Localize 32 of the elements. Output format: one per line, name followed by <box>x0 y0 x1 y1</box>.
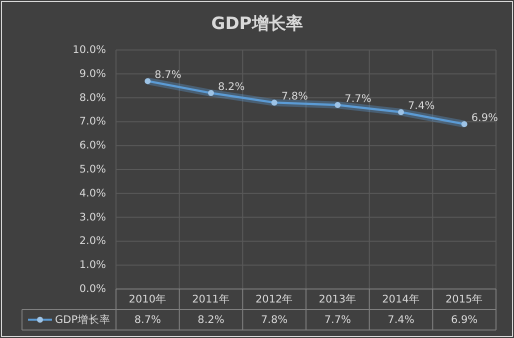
y-tick-label: 3.0% <box>79 211 106 224</box>
data-label: 7.4% <box>388 314 414 326</box>
data-label: 8.7% <box>134 314 162 326</box>
y-tick-label: 7.0% <box>79 116 106 128</box>
legend-label: GDP增长率 <box>55 312 111 326</box>
text: 8.7% <box>154 69 182 82</box>
y-tick-label: 10.0% <box>72 44 106 56</box>
y-tick-label: 9.0% <box>79 68 106 80</box>
y-tick-label: 0.0% <box>79 283 106 295</box>
x-tick-label: 2012年 <box>255 293 294 306</box>
text: 6.9% <box>471 112 498 124</box>
chart-title: GDP增长率 <box>211 14 303 34</box>
x-tick-label: 2011年 <box>192 293 230 306</box>
x-tick-label: 2013年 <box>318 293 357 306</box>
text: 8.2% <box>218 81 245 94</box>
data-label: 7.7% <box>324 314 352 326</box>
y-tick-label: 6.0% <box>79 140 106 152</box>
data-label: 7.8% <box>260 314 288 326</box>
x-tick-label: 2015年 <box>445 293 484 306</box>
x-tick-label: 2010年 <box>128 293 167 306</box>
text: 7.8% <box>281 90 308 103</box>
y-tick-label: 2.0% <box>79 235 106 248</box>
y-tick-label: 1.0% <box>79 259 106 272</box>
text: 7.4% <box>408 100 435 112</box>
y-tick-label: 5.0% <box>79 164 106 176</box>
data-label: 6.9% <box>450 314 478 326</box>
data-label: 8.2% <box>198 314 224 326</box>
y-tick-label: 8.0% <box>79 92 106 104</box>
legend: GDP增长率 <box>28 314 111 326</box>
y-tick-label: 4.0% <box>79 187 106 200</box>
x-tick-label: 2014年 <box>382 293 420 306</box>
text: 7.7% <box>344 92 372 105</box>
